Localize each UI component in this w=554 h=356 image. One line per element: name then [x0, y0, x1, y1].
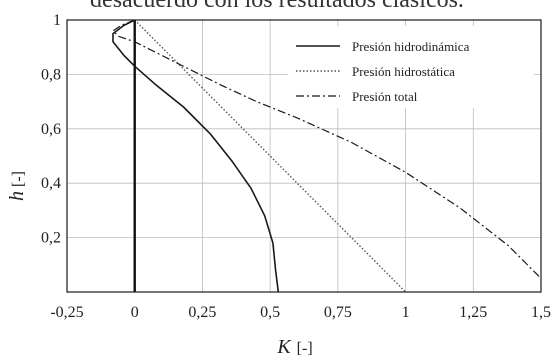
- x-tick-label: 0: [131, 304, 139, 321]
- y-axis-unit: [-]: [10, 171, 27, 187]
- x-tick-label: 1,25: [459, 304, 487, 321]
- legend-label-hidrostatica: Presión hidrostática: [352, 64, 455, 79]
- series-line-0: [112, 19, 280, 293]
- legend-box: [288, 26, 534, 108]
- x-axis-unit: [-]: [297, 340, 313, 356]
- x-tick-label: 1,5: [531, 304, 551, 321]
- y-tick-label: 1: [53, 12, 61, 29]
- legend: Presión hidrodinámica Presión hidrostáti…: [288, 26, 534, 108]
- y-tick-label: 0,6: [41, 121, 61, 138]
- y-tick-label: 0,8: [41, 66, 61, 83]
- x-tick-label: 0,75: [324, 304, 352, 321]
- x-axis-symbol: K: [276, 336, 292, 356]
- legend-label-hidrodinamica: Presión hidrodinámica: [352, 39, 470, 54]
- x-axis-label: K [-]: [276, 336, 312, 356]
- y-tick-label: 0,2: [41, 230, 61, 247]
- y-axis-symbol: h: [6, 191, 28, 201]
- series-line-1: [134, 19, 407, 293]
- series-group: [112, 19, 542, 293]
- x-tick-label: 1: [402, 304, 410, 321]
- plot-frame: [66, 19, 542, 293]
- x-tick-label: 0,25: [188, 304, 216, 321]
- legend-label-total: Presión total: [352, 89, 418, 104]
- y-tick-label: 0,4: [41, 175, 61, 192]
- x-tick-label: 0,5: [260, 304, 280, 321]
- x-tick-labels: -0,25 0 0,25 0,5 0,75 1 1,25 1,5: [50, 304, 551, 321]
- figure-caption: desacuerdo con los resultados clásicos.: [90, 0, 464, 13]
- y-axis-label: h [-]: [6, 171, 28, 201]
- x-tick-label: -0,25: [50, 304, 83, 321]
- y-tick-labels: 0,2 0,4 0,6 0,8 1: [41, 12, 61, 247]
- series-line-2: [112, 19, 542, 279]
